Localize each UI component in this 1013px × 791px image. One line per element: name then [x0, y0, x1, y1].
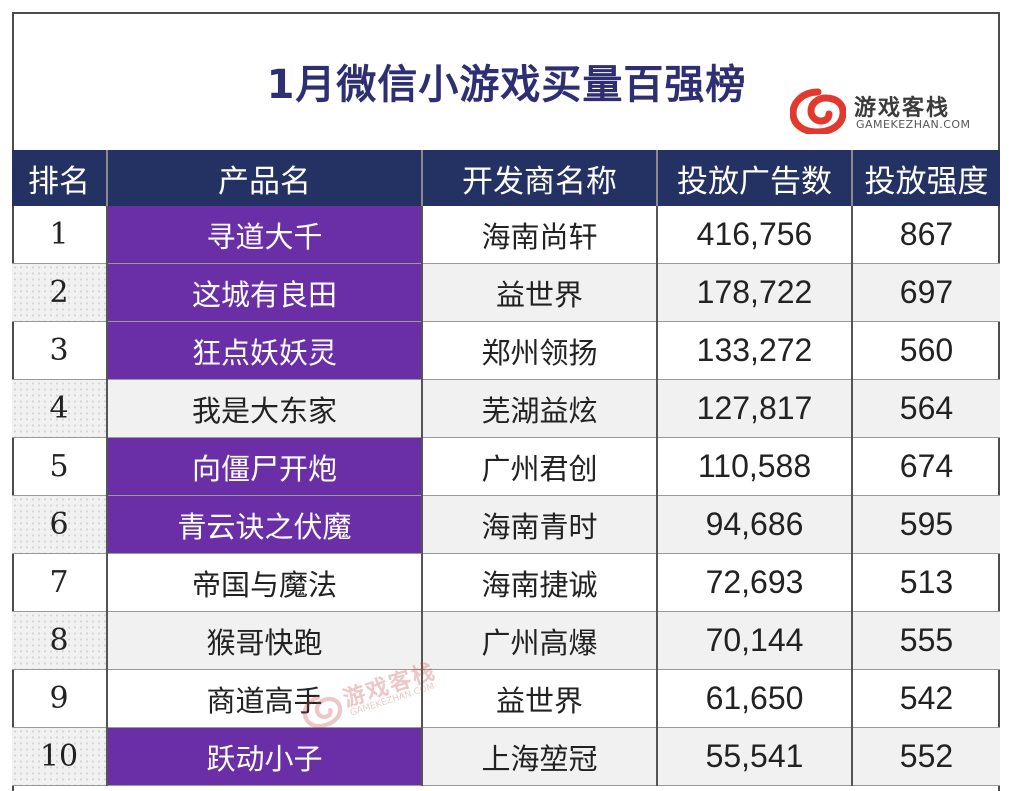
table-row: 7 帝国与魔法 海南捷诚 72,693 513	[12, 553, 1000, 612]
cell-developer: 上海堃冠	[422, 727, 658, 786]
cell-ads: 127,817	[657, 379, 853, 438]
cell-product: 向僵尸开炮	[107, 437, 423, 496]
cell-ads: 133,272	[657, 321, 853, 380]
table-row: 4 我是大东家 芜湖益炫 127,817 564	[12, 379, 1000, 438]
cell-developer: 广州高爆	[422, 611, 658, 670]
cell-rank: 8	[12, 611, 108, 670]
cell-intensity: 542	[852, 669, 1000, 728]
brand-domain: GAMEKEZHAN.COM	[856, 118, 971, 131]
cell-intensity: 867	[852, 206, 1000, 264]
cell-rank: 1	[12, 206, 108, 264]
cell-product: 帝国与魔法	[107, 553, 423, 612]
cell-rank: 4	[12, 379, 108, 438]
cell-product: 狂点妖妖灵	[107, 321, 423, 380]
cell-developer: 郑州领扬	[422, 321, 658, 380]
cell-ads: 72,693	[657, 553, 853, 612]
cell-intensity: 697	[852, 263, 1000, 322]
table-row: 6 青云诀之伏魔 海南青时 94,686 595	[12, 495, 1000, 554]
cell-intensity: 513	[852, 553, 1000, 612]
table-row: 2 这城有良田 益世界 178,722 697	[12, 263, 1000, 322]
table-row: 8 猴哥快跑 广州高爆 70,144 555	[12, 611, 1000, 670]
cell-product: 猴哥快跑	[107, 611, 423, 670]
cell-developer: 益世界	[422, 263, 658, 322]
cell-rank: 5	[12, 437, 108, 496]
cell-rank: 3	[12, 321, 108, 380]
table-row: 5 向僵尸开炮 广州君创 110,588 674	[12, 437, 1000, 496]
cell-product: 寻道大千	[107, 206, 423, 264]
cell-product: 商道高手	[107, 669, 423, 728]
cell-ads: 94,686	[657, 495, 853, 554]
cell-rank: 9	[12, 669, 108, 728]
cell-product: 这城有良田	[107, 263, 423, 322]
cell-ads: 55,541	[657, 727, 853, 786]
cell-product: 跃动小子	[107, 727, 423, 786]
cell-ads: 61,650	[657, 669, 853, 728]
header-rank: 排名	[12, 150, 108, 206]
header-developer: 开发商名称	[422, 150, 658, 206]
cell-rank: 7	[12, 553, 108, 612]
ranking-table: 排名 产品名 开发商名称 投放广告数 投放强度 1 寻道大千 海南尚轩 416,756…	[12, 150, 1000, 786]
cell-ads: 110,588	[657, 437, 853, 496]
cell-intensity: 560	[852, 321, 1000, 380]
cell-rank: 10	[12, 727, 108, 786]
cell-product: 我是大东家	[107, 379, 423, 438]
table-row: 3 狂点妖妖灵 郑州领扬 133,272 560	[12, 321, 1000, 380]
cell-developer: 芜湖益炫	[422, 379, 658, 438]
cell-product: 青云诀之伏魔	[107, 495, 423, 554]
cell-intensity: 552	[852, 727, 1000, 786]
cell-intensity: 555	[852, 611, 1000, 670]
cell-ads: 70,144	[657, 611, 853, 670]
header-product: 产品名	[107, 150, 423, 206]
brand-name: 游戏客栈	[854, 96, 951, 121]
cell-intensity: 674	[852, 437, 1000, 496]
page-title: 1月微信小游戏买量百强榜	[266, 62, 747, 108]
header-ads: 投放广告数	[657, 150, 853, 206]
cell-developer: 海南尚轩	[422, 206, 658, 264]
cell-developer: 海南捷诚	[422, 553, 658, 612]
cell-developer: 广州君创	[422, 437, 658, 496]
cell-ads: 416,756	[657, 206, 853, 264]
cell-developer: 益世界	[422, 669, 658, 728]
cell-developer: 海南青时	[422, 495, 658, 554]
table-row: 9 商道高手 益世界 61,650 542	[12, 669, 1000, 728]
table-header-row: 排名 产品名 开发商名称 投放广告数 投放强度	[12, 150, 1000, 206]
brand-swirl-icon	[790, 88, 846, 134]
cell-intensity: 595	[852, 495, 1000, 554]
table-row: 10 跃动小子 上海堃冠 55,541 552	[12, 727, 1000, 786]
table-row: 1 寻道大千 海南尚轩 416,756 867	[12, 206, 1000, 264]
header-intensity: 投放强度	[852, 150, 1000, 206]
cell-rank: 6	[12, 495, 108, 554]
cell-intensity: 564	[852, 379, 1000, 438]
cell-rank: 2	[12, 263, 108, 322]
cell-ads: 178,722	[657, 263, 853, 322]
